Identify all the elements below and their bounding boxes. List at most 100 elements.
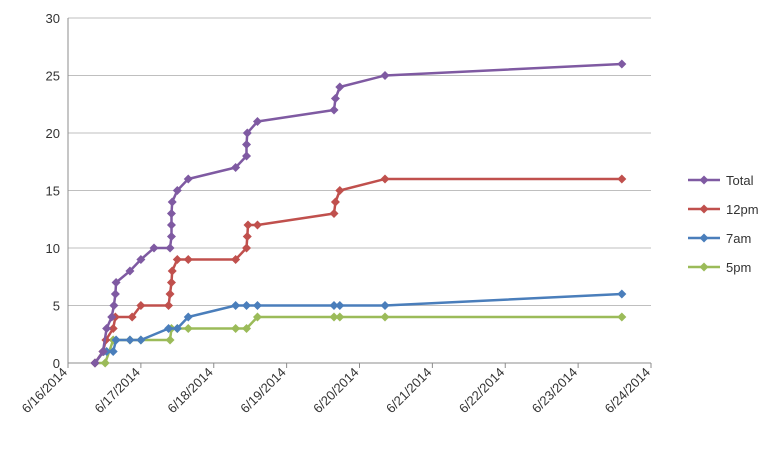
legend-item-12pm: 12pm bbox=[688, 202, 759, 217]
x-tick-label: 6/22/2014 bbox=[456, 365, 508, 417]
legend: Total 12pm 7am 5pm bbox=[688, 173, 759, 275]
x-tick-label: 6/16/2014 bbox=[19, 365, 71, 417]
data-point-5pm bbox=[165, 335, 175, 345]
series-total bbox=[90, 59, 627, 368]
data-point-12pm bbox=[183, 255, 193, 264]
data-point-12pm bbox=[165, 289, 175, 299]
data-point-total bbox=[110, 289, 120, 299]
legend-item-7am: 7am bbox=[688, 231, 751, 246]
x-tick-label: 6/19/2014 bbox=[237, 365, 289, 417]
data-point-total bbox=[252, 117, 262, 126]
y-tick-label: 20 bbox=[46, 126, 60, 141]
data-point-12pm bbox=[252, 220, 262, 230]
data-point-7am bbox=[617, 289, 627, 299]
data-point-total bbox=[183, 174, 193, 184]
legend-label-7am: 7am bbox=[726, 231, 751, 246]
x-tick-label: 6/17/2014 bbox=[91, 365, 143, 417]
data-point-total bbox=[166, 220, 176, 230]
data-point-total bbox=[242, 151, 252, 161]
data-point-7am bbox=[329, 301, 339, 310]
data-point-12pm bbox=[172, 255, 182, 264]
data-point-total bbox=[149, 243, 159, 253]
data-point-total bbox=[380, 71, 390, 80]
data-point-total bbox=[111, 278, 121, 287]
data-point-total bbox=[90, 358, 100, 368]
data-point-5pm bbox=[329, 312, 339, 322]
data-point-12pm bbox=[167, 266, 177, 276]
data-point-12pm bbox=[330, 197, 340, 207]
data-point-total bbox=[617, 59, 627, 69]
data-point-total bbox=[109, 301, 119, 310]
y-tick-label: 15 bbox=[46, 184, 60, 199]
data-point-total bbox=[329, 105, 339, 115]
y-tick-labels: 0 5 10 15 20 25 30 bbox=[46, 11, 60, 371]
data-point-12pm bbox=[335, 186, 345, 195]
data-point-7am bbox=[164, 324, 174, 333]
grid-lines bbox=[68, 17, 651, 306]
data-point-7am bbox=[380, 301, 390, 310]
x-tick-label: 6/18/2014 bbox=[164, 365, 216, 417]
axes bbox=[67, 18, 652, 368]
legend-label-total: Total bbox=[726, 173, 754, 188]
data-point-12pm bbox=[136, 301, 146, 310]
legend-label-5pm: 5pm bbox=[726, 260, 751, 275]
x-tick-label: 6/20/2014 bbox=[310, 365, 362, 417]
data-point-5pm bbox=[617, 312, 627, 322]
data-point-12pm bbox=[243, 220, 253, 230]
data-point-7am bbox=[172, 324, 182, 333]
x-tick-label: 6/24/2014 bbox=[602, 365, 654, 417]
data-point-12pm bbox=[108, 324, 118, 333]
data-point-12pm bbox=[166, 278, 176, 287]
data-point-7am bbox=[136, 335, 146, 345]
legend-label-12pm: 12pm bbox=[726, 202, 759, 217]
data-point-7am bbox=[183, 312, 193, 322]
data-point-total bbox=[102, 324, 112, 333]
data-point-total bbox=[98, 347, 108, 356]
y-tick-label: 0 bbox=[53, 356, 60, 371]
data-point-total bbox=[335, 82, 345, 92]
data-point-7am bbox=[252, 301, 262, 310]
data-point-5pm bbox=[183, 324, 193, 333]
data-point-12pm bbox=[242, 232, 252, 241]
data-point-12pm bbox=[164, 301, 174, 310]
legend-marker-7am bbox=[699, 233, 709, 243]
y-tick-label: 25 bbox=[46, 69, 60, 84]
y-tick-label: 10 bbox=[46, 241, 60, 256]
data-point-12pm bbox=[329, 209, 339, 218]
data-point-12pm bbox=[242, 243, 252, 253]
data-point-5pm bbox=[252, 312, 262, 322]
data-point-total bbox=[166, 232, 176, 241]
data-point-5pm bbox=[100, 358, 110, 368]
data-point-7am bbox=[335, 301, 345, 310]
data-point-total bbox=[125, 266, 135, 276]
data-point-7am bbox=[111, 335, 121, 345]
data-point-7am bbox=[231, 301, 241, 310]
data-point-total bbox=[330, 94, 340, 103]
data-point-total bbox=[166, 209, 176, 218]
data-point-5pm bbox=[335, 312, 345, 322]
data-point-total bbox=[136, 255, 146, 264]
series-5pm bbox=[90, 312, 627, 368]
series-layer bbox=[90, 59, 627, 368]
x-tick-label: 6/21/2014 bbox=[383, 365, 435, 417]
data-point-total bbox=[231, 163, 241, 172]
data-point-5pm bbox=[231, 324, 241, 333]
legend-marker-total bbox=[699, 175, 709, 185]
legend-marker-12pm bbox=[699, 204, 709, 214]
y-tick-label: 5 bbox=[53, 299, 60, 314]
data-point-12pm bbox=[617, 174, 627, 184]
legend-item-total: Total bbox=[688, 173, 754, 188]
data-point-5pm bbox=[380, 312, 390, 322]
legend-item-5pm: 5pm bbox=[688, 260, 751, 275]
x-tick-labels: 6/16/2014 6/17/2014 6/18/2014 6/19/2014 6/20… bbox=[19, 365, 654, 417]
data-point-total bbox=[172, 186, 182, 195]
data-point-total bbox=[242, 128, 252, 138]
data-point-total bbox=[242, 140, 252, 149]
data-point-12pm bbox=[127, 312, 137, 322]
data-point-7am bbox=[125, 335, 135, 345]
data-point-12pm bbox=[380, 174, 390, 184]
data-point-7am bbox=[108, 347, 118, 356]
data-point-7am bbox=[242, 301, 252, 310]
y-tick-label: 30 bbox=[46, 11, 60, 26]
